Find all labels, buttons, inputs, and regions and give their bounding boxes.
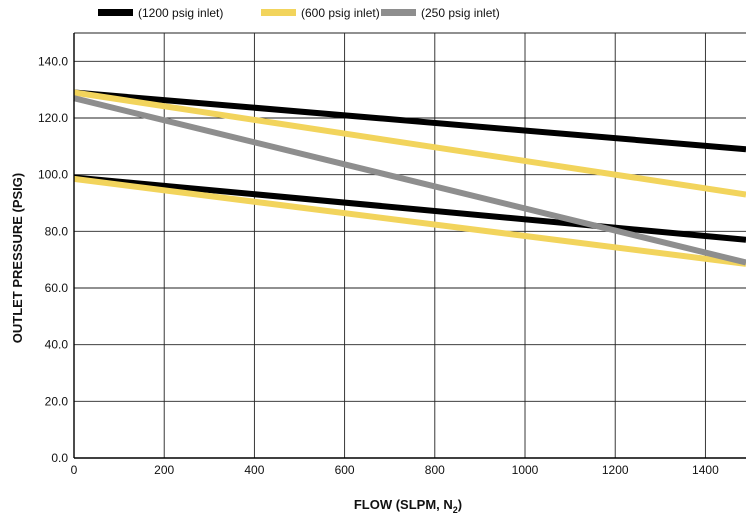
- legend-label-2: (600 psig inlet): [301, 6, 380, 20]
- legend-swatch-1: [98, 9, 133, 16]
- x-axis-title-close: ): [458, 497, 462, 512]
- series-line-2: [73, 89, 746, 198]
- y-tick-label: 20.0: [45, 394, 69, 408]
- y-axis-title: OUTLET PRESSURE (PSIG): [10, 173, 25, 343]
- x-axis-title-subscript: 2: [453, 505, 458, 515]
- tick-labels: 0.0 20.0 40.0 60.0 80.0 100.0 120.0 140.0 0 200 40…: [38, 54, 719, 477]
- x-axis-title: FLOW (SLPM, N2): [354, 497, 462, 515]
- grid: [74, 32, 746, 458]
- y-tick-label: 60.0: [45, 281, 69, 295]
- series-line-1: [73, 174, 746, 243]
- x-tick-label: 1000: [512, 463, 539, 477]
- series-line-1: [73, 89, 746, 153]
- x-tick-label: 800: [425, 463, 445, 477]
- legend-label-3: (250 psig inlet): [421, 6, 500, 20]
- legend: (1200 psig inlet) (600 psig inlet) (250 ps…: [98, 6, 500, 20]
- y-tick-label: 0.0: [51, 451, 68, 465]
- x-tick-label: 600: [335, 463, 355, 477]
- x-tick-label: 0: [71, 463, 78, 477]
- y-tick-label: 120.0: [38, 111, 68, 125]
- legend-swatch-2: [261, 9, 296, 16]
- legend-swatch-3: [381, 9, 416, 16]
- x-tick-label: 1400: [692, 463, 719, 477]
- y-tick-label: 140.0: [38, 54, 68, 68]
- series-line-3: [73, 95, 746, 266]
- y-tick-label: 80.0: [45, 224, 69, 238]
- x-tick-label: 400: [244, 463, 264, 477]
- series-line-2: [73, 175, 746, 267]
- series-group: [73, 89, 746, 267]
- y-tick-label: 40.0: [45, 338, 69, 352]
- legend-label-1: (1200 psig inlet): [138, 6, 223, 20]
- x-tick-label: 200: [154, 463, 174, 477]
- axes: [73, 33, 746, 459]
- y-tick-label: 100.0: [38, 168, 68, 182]
- x-axis-title-main: FLOW (SLPM, N: [354, 497, 453, 512]
- x-tick-label: 1200: [602, 463, 629, 477]
